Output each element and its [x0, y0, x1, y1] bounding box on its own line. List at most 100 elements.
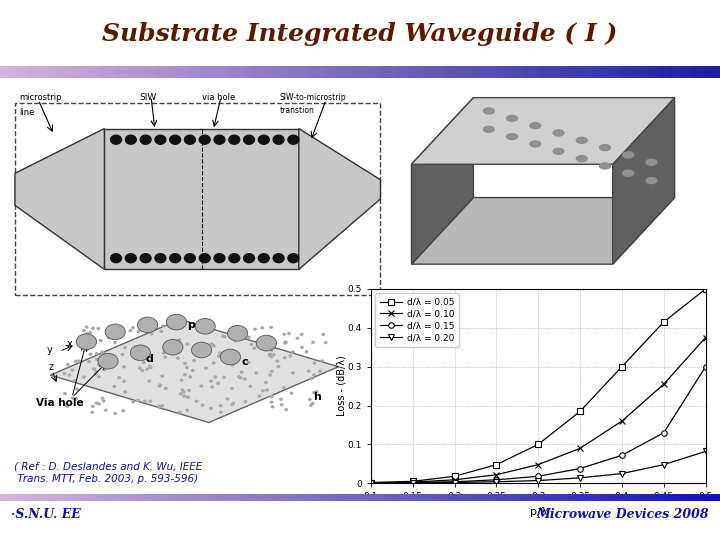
Circle shape [222, 335, 225, 337]
Circle shape [145, 368, 148, 370]
Bar [58, 66, 65, 78]
Circle shape [220, 411, 222, 413]
Ellipse shape [483, 126, 495, 132]
d/λ = 0.20 [492, 478, 500, 485]
Bar [230, 494, 238, 501]
Bar [101, 494, 108, 501]
Circle shape [180, 393, 182, 395]
Circle shape [111, 254, 122, 262]
Bar [418, 66, 425, 78]
Bar [338, 494, 346, 501]
Bar [619, 494, 626, 501]
d/λ = 0.10 [534, 461, 543, 468]
Circle shape [144, 400, 146, 402]
d/λ = 0.05 [660, 319, 668, 325]
Ellipse shape [576, 156, 588, 161]
Circle shape [307, 370, 310, 372]
Circle shape [106, 330, 109, 333]
Bar [238, 66, 245, 78]
Circle shape [140, 254, 151, 262]
d/λ = 0.05 [618, 363, 626, 370]
Circle shape [186, 396, 189, 398]
Circle shape [313, 392, 315, 394]
Bar [194, 66, 202, 78]
Circle shape [182, 391, 185, 393]
Circle shape [234, 340, 236, 342]
Circle shape [125, 254, 136, 262]
Bar [353, 494, 360, 501]
Circle shape [217, 382, 220, 384]
Ellipse shape [530, 141, 541, 147]
Circle shape [266, 389, 269, 391]
Circle shape [322, 334, 325, 335]
Circle shape [261, 327, 264, 329]
Circle shape [186, 343, 189, 345]
Bar [583, 66, 590, 78]
Circle shape [97, 328, 99, 329]
d/λ = 0.20 [576, 475, 585, 481]
Circle shape [159, 384, 161, 386]
Bar [475, 66, 482, 78]
Circle shape [269, 354, 271, 356]
Bar [598, 494, 605, 501]
Bar [526, 494, 533, 501]
Bar [29, 494, 36, 501]
Circle shape [289, 355, 292, 357]
Circle shape [88, 361, 91, 363]
Bar [374, 494, 382, 501]
Circle shape [150, 367, 152, 369]
Bar [641, 66, 648, 78]
Circle shape [222, 376, 225, 379]
d/λ = 0.10 [618, 418, 626, 424]
Bar [576, 494, 583, 501]
Polygon shape [412, 98, 474, 264]
Circle shape [92, 338, 94, 339]
Bar [94, 66, 101, 78]
Circle shape [256, 335, 276, 351]
Bar [266, 494, 274, 501]
Bar [432, 494, 439, 501]
Bar [410, 494, 418, 501]
Bar [43, 494, 50, 501]
Y-axis label: Loss - (dB/λ): Loss - (dB/λ) [336, 356, 346, 416]
Bar [641, 494, 648, 501]
Circle shape [325, 342, 327, 343]
Circle shape [89, 332, 91, 333]
Circle shape [78, 360, 81, 362]
Bar [533, 494, 540, 501]
Circle shape [229, 254, 240, 262]
Circle shape [283, 333, 286, 335]
Circle shape [301, 346, 303, 348]
Circle shape [68, 374, 71, 376]
d/λ = 0.15 [366, 480, 375, 486]
Bar [482, 494, 490, 501]
Bar [526, 66, 533, 78]
Circle shape [277, 366, 279, 368]
Bar [274, 494, 281, 501]
Circle shape [258, 135, 269, 144]
Line: d/λ = 0.15: d/λ = 0.15 [368, 364, 708, 485]
Bar [691, 66, 698, 78]
Text: c: c [241, 357, 248, 367]
Circle shape [288, 254, 299, 262]
Circle shape [248, 336, 250, 339]
Bar [43, 66, 50, 78]
Bar [569, 66, 576, 78]
Circle shape [193, 360, 195, 362]
Bar [317, 66, 324, 78]
d/λ = 0.15 [534, 473, 543, 480]
Bar [461, 494, 468, 501]
Bar [50, 66, 58, 78]
Circle shape [229, 135, 240, 144]
Bar [137, 494, 144, 501]
Circle shape [214, 254, 225, 262]
Circle shape [96, 353, 98, 355]
Ellipse shape [576, 137, 588, 143]
Bar [684, 66, 691, 78]
Circle shape [130, 345, 150, 361]
Circle shape [138, 330, 140, 333]
Circle shape [315, 390, 318, 393]
Circle shape [113, 386, 115, 388]
Bar [230, 66, 238, 78]
Circle shape [93, 368, 95, 370]
